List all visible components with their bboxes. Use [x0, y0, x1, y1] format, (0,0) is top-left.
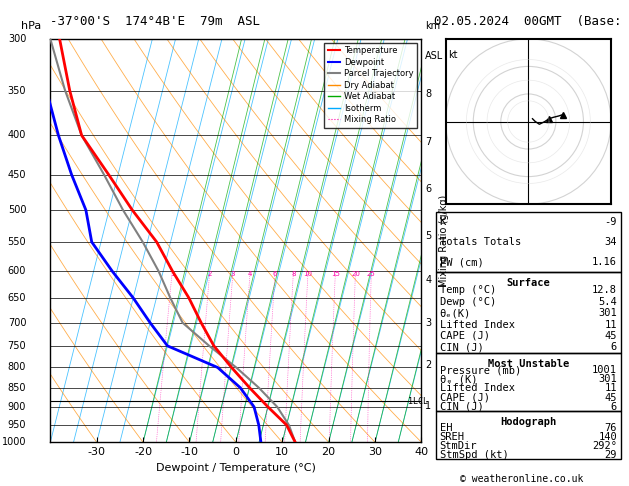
Text: Hodograph: Hodograph	[500, 417, 557, 428]
Text: Dewp (°C): Dewp (°C)	[440, 297, 496, 307]
Text: 02.05.2024  00GMT  (Base: 18): 02.05.2024 00GMT (Base: 18)	[434, 15, 629, 28]
Text: km: km	[425, 21, 440, 31]
Text: 750: 750	[8, 341, 26, 351]
Text: -9: -9	[604, 217, 617, 226]
Text: 45: 45	[604, 331, 617, 341]
Text: kt: kt	[448, 50, 458, 60]
Text: 950: 950	[8, 420, 26, 430]
Text: 2: 2	[425, 361, 431, 370]
Legend: Temperature, Dewpoint, Parcel Trajectory, Dry Adiabat, Wet Adiabat, Isotherm, Mi: Temperature, Dewpoint, Parcel Trajectory…	[325, 43, 417, 128]
Text: 76: 76	[604, 423, 617, 433]
Text: 11: 11	[604, 383, 617, 393]
Text: θₑ (K): θₑ (K)	[440, 374, 477, 384]
Text: ASL: ASL	[425, 51, 443, 61]
Text: 5.4: 5.4	[598, 297, 617, 307]
Text: 4: 4	[248, 271, 252, 277]
Text: SREH: SREH	[440, 432, 465, 442]
Text: CAPE (J): CAPE (J)	[440, 331, 489, 341]
Text: 550: 550	[8, 237, 26, 247]
Text: 450: 450	[8, 170, 26, 180]
Text: Mixing Ratio (g/kg): Mixing Ratio (g/kg)	[438, 194, 448, 287]
Text: K: K	[440, 217, 446, 226]
Text: 292°: 292°	[592, 441, 617, 451]
Text: 1LCL: 1LCL	[408, 397, 428, 406]
Text: 10: 10	[304, 271, 313, 277]
X-axis label: Dewpoint / Temperature (°C): Dewpoint / Temperature (°C)	[156, 463, 316, 473]
Text: 3: 3	[425, 318, 431, 328]
Text: 301: 301	[598, 374, 617, 384]
Text: 301: 301	[598, 308, 617, 318]
Text: 6: 6	[425, 184, 431, 194]
Text: Lifted Index: Lifted Index	[440, 320, 515, 330]
Text: Surface: Surface	[506, 278, 550, 289]
Text: 45: 45	[604, 393, 617, 402]
Text: 12.8: 12.8	[592, 285, 617, 295]
Text: 25: 25	[367, 271, 376, 277]
Text: StmSpd (kt): StmSpd (kt)	[440, 450, 508, 460]
Text: CAPE (J): CAPE (J)	[440, 393, 489, 402]
Text: 8: 8	[425, 89, 431, 99]
Text: 34: 34	[604, 237, 617, 247]
Text: 29: 29	[604, 450, 617, 460]
Text: 600: 600	[8, 266, 26, 276]
Text: 8: 8	[291, 271, 296, 277]
Text: 1: 1	[425, 401, 431, 411]
Text: 15: 15	[331, 271, 340, 277]
Text: 11: 11	[604, 320, 617, 330]
Text: hPa: hPa	[21, 21, 41, 31]
Text: Pressure (mb): Pressure (mb)	[440, 365, 521, 375]
Text: θₑ(K): θₑ(K)	[440, 308, 471, 318]
Text: 140: 140	[598, 432, 617, 442]
Text: 400: 400	[8, 130, 26, 140]
Text: Lifted Index: Lifted Index	[440, 383, 515, 393]
Text: 1: 1	[170, 271, 174, 277]
Text: CIN (J): CIN (J)	[440, 401, 484, 412]
Text: 4: 4	[425, 275, 431, 285]
Text: 350: 350	[8, 86, 26, 96]
Text: -37°00'S  174°4B'E  79m  ASL: -37°00'S 174°4B'E 79m ASL	[50, 15, 260, 28]
Text: 1000: 1000	[2, 437, 26, 447]
Text: 1001: 1001	[592, 365, 617, 375]
Text: 6: 6	[611, 342, 617, 352]
Text: © weatheronline.co.uk: © weatheronline.co.uk	[460, 473, 584, 484]
Text: 1.16: 1.16	[592, 257, 617, 267]
Text: 900: 900	[8, 402, 26, 412]
Text: 6: 6	[273, 271, 277, 277]
Text: 800: 800	[8, 363, 26, 372]
Text: 500: 500	[8, 205, 26, 215]
Text: 300: 300	[8, 34, 26, 44]
Text: 650: 650	[8, 293, 26, 303]
Text: 700: 700	[8, 318, 26, 328]
Text: 850: 850	[8, 383, 26, 393]
Text: 20: 20	[351, 271, 360, 277]
Text: StmDir: StmDir	[440, 441, 477, 451]
Text: PW (cm): PW (cm)	[440, 257, 484, 267]
Text: Temp (°C): Temp (°C)	[440, 285, 496, 295]
Text: Totals Totals: Totals Totals	[440, 237, 521, 247]
Text: 7: 7	[425, 137, 431, 147]
Text: EH: EH	[440, 423, 452, 433]
Text: CIN (J): CIN (J)	[440, 342, 484, 352]
Text: Most Unstable: Most Unstable	[487, 359, 569, 369]
Text: 6: 6	[611, 401, 617, 412]
Text: 2: 2	[208, 271, 212, 277]
Text: 3: 3	[231, 271, 235, 277]
Text: 5: 5	[425, 231, 431, 241]
